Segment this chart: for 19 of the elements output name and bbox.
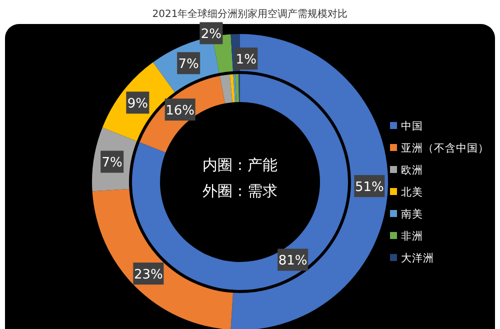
data-label: 16% xyxy=(166,104,195,119)
text: 内圈：产能 xyxy=(202,156,278,174)
data-label: 2% xyxy=(200,27,222,42)
legend-label: 南美 xyxy=(401,208,423,220)
chart-title: 2021年全球细分洲别家用空调产需规模对比 xyxy=(152,8,348,20)
data-label: 51% xyxy=(354,180,384,196)
data-label: 7% xyxy=(102,156,122,171)
legend-label: 中国 xyxy=(401,120,423,132)
legend-label: 北美 xyxy=(401,186,423,198)
legend-label: 大洋洲 xyxy=(401,252,434,264)
legend-label: 亚洲（不含中国） xyxy=(401,142,489,154)
legend-label: 欧洲 xyxy=(401,164,423,176)
data-label: 81% xyxy=(278,254,308,269)
text: 外圈：需求 xyxy=(202,182,278,200)
data-label: 1% xyxy=(236,52,256,68)
data-label: 7% xyxy=(178,57,199,72)
legend-label: 非洲 xyxy=(401,230,423,242)
data-label: 9% xyxy=(127,96,148,112)
data-label: 23% xyxy=(134,268,163,283)
